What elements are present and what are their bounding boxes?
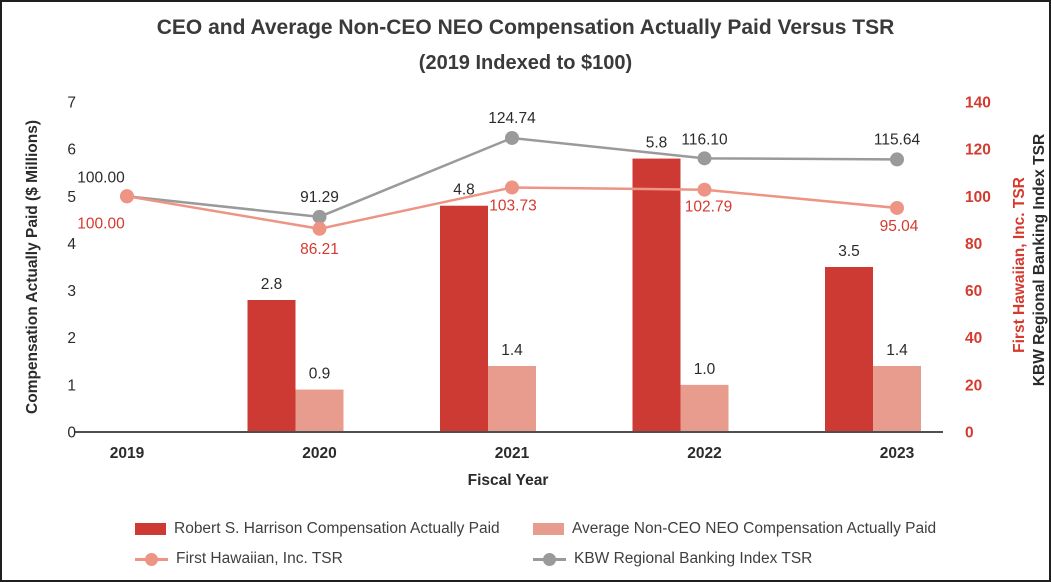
bar-label-nonceo-2023: 1.4 xyxy=(886,342,908,359)
line-label-kbw-2023: 115.64 xyxy=(874,131,921,148)
right-axis-tick-120: 120 xyxy=(965,142,991,159)
x-tick-2023: 2023 xyxy=(880,445,915,462)
left-axis-tick-4: 4 xyxy=(67,236,76,253)
x-tick-2022: 2022 xyxy=(687,445,721,462)
chart-title: CEO and Average Non-CEO NEO Compensation… xyxy=(156,16,895,39)
line-label-fh-2021: 103.73 xyxy=(489,197,536,214)
line-label-fh-2019: 100.00 xyxy=(77,215,125,232)
left-axis-tick-2: 2 xyxy=(67,330,76,347)
left-axis-tick-1: 1 xyxy=(67,377,76,394)
x-tick-2020: 2020 xyxy=(302,445,336,462)
line-label-kbw-2020: 91.29 xyxy=(300,189,339,206)
right-axis-tick-100: 100 xyxy=(965,189,991,206)
bar-nonceo-2023 xyxy=(873,366,921,431)
right-axis-tick-0: 0 xyxy=(965,425,974,442)
legend-line-dot-kbw-icon xyxy=(533,552,566,566)
legend-label-ceo: Robert S. Harrison Compensation Actually… xyxy=(174,520,500,537)
dot-kbw-2022 xyxy=(697,151,712,166)
chart-subtitle: (2019 Indexed to $100) xyxy=(418,52,633,74)
legend-item-kbw-index-tsr: KBW Regional Banking Index TSR xyxy=(533,550,812,568)
right-axis-tick-60: 60 xyxy=(965,283,982,300)
bar-nonceo-2020 xyxy=(295,389,344,431)
legend-item-first-hawaiian-tsr: First Hawaiian, Inc. TSR xyxy=(135,550,343,568)
right-axis-tick-20: 20 xyxy=(965,377,982,394)
legend-swatch-ceo-icon xyxy=(135,523,166,535)
bar-label-ceo-2022: 5.8 xyxy=(646,135,668,152)
legend-item-nonceo-compensation: Average Non-CEO NEO Compensation Actuall… xyxy=(533,520,936,538)
dot-fh-2019 xyxy=(120,189,134,204)
bar-label-nonceo-2021: 1.4 xyxy=(501,342,523,359)
left-axis-tick-0: 0 xyxy=(67,425,76,442)
legend-item-ceo-compensation: Robert S. Harrison Compensation Actually… xyxy=(135,520,500,538)
bar-ceo-2022 xyxy=(632,158,681,432)
line-label-fh-2020: 86.21 xyxy=(300,241,339,258)
left-axis-tick-3: 3 xyxy=(67,283,76,300)
left-axis-tick-5: 5 xyxy=(67,189,76,206)
bar-label-ceo-2021: 4.8 xyxy=(453,182,475,199)
dot-fh-2022 xyxy=(697,182,712,197)
line-label-fh-2023: 95.04 xyxy=(880,218,919,235)
line-label-kbw-2021: 124.74 xyxy=(488,110,536,127)
bar-ceo-2021 xyxy=(440,205,488,431)
line-label-kbw-2019: 100.00 xyxy=(77,169,125,186)
dot-kbw-2020 xyxy=(312,209,327,224)
bar-label-nonceo-2022: 1.0 xyxy=(694,361,716,378)
bar-nonceo-2022 xyxy=(680,384,729,431)
bar-ceo-2020 xyxy=(247,300,296,431)
x-tick-2019: 2019 xyxy=(110,445,145,462)
bar-nonceo-2021 xyxy=(488,366,536,431)
legend-line-dot-fh-icon xyxy=(135,552,168,566)
legend-label-kbw-tsr: KBW Regional Banking Index TSR xyxy=(574,550,813,567)
bar-ceo-2023 xyxy=(825,267,873,431)
left-axis-tick-7: 7 xyxy=(67,95,76,112)
legend-label-fh-tsr: First Hawaiian, Inc. TSR xyxy=(176,550,343,567)
dot-fh-2023 xyxy=(890,200,904,215)
bar-label-ceo-2023: 3.5 xyxy=(838,243,860,260)
dot-fh-2020 xyxy=(312,221,327,236)
bar-label-nonceo-2020: 0.9 xyxy=(309,366,331,383)
line-label-kbw-2022: 116.10 xyxy=(681,131,728,148)
legend-swatch-nonceo-icon xyxy=(533,523,564,535)
left-axis-tick-6: 6 xyxy=(67,142,76,159)
x-axis-title: Fiscal Year xyxy=(467,472,549,489)
dot-kbw-2021 xyxy=(505,130,519,145)
legend-label-nonceo: Average Non-CEO NEO Compensation Actuall… xyxy=(572,520,937,537)
right-axis-tick-80: 80 xyxy=(965,236,982,253)
x-tick-2021: 2021 xyxy=(495,445,530,462)
right-axis-tick-140: 140 xyxy=(965,95,991,112)
dot-kbw-2023 xyxy=(890,152,904,167)
right-axis-tick-40: 40 xyxy=(965,330,982,347)
bar-label-ceo-2020: 2.8 xyxy=(261,276,283,293)
line-label-fh-2022: 102.79 xyxy=(685,199,732,216)
dot-fh-2021 xyxy=(505,180,519,195)
